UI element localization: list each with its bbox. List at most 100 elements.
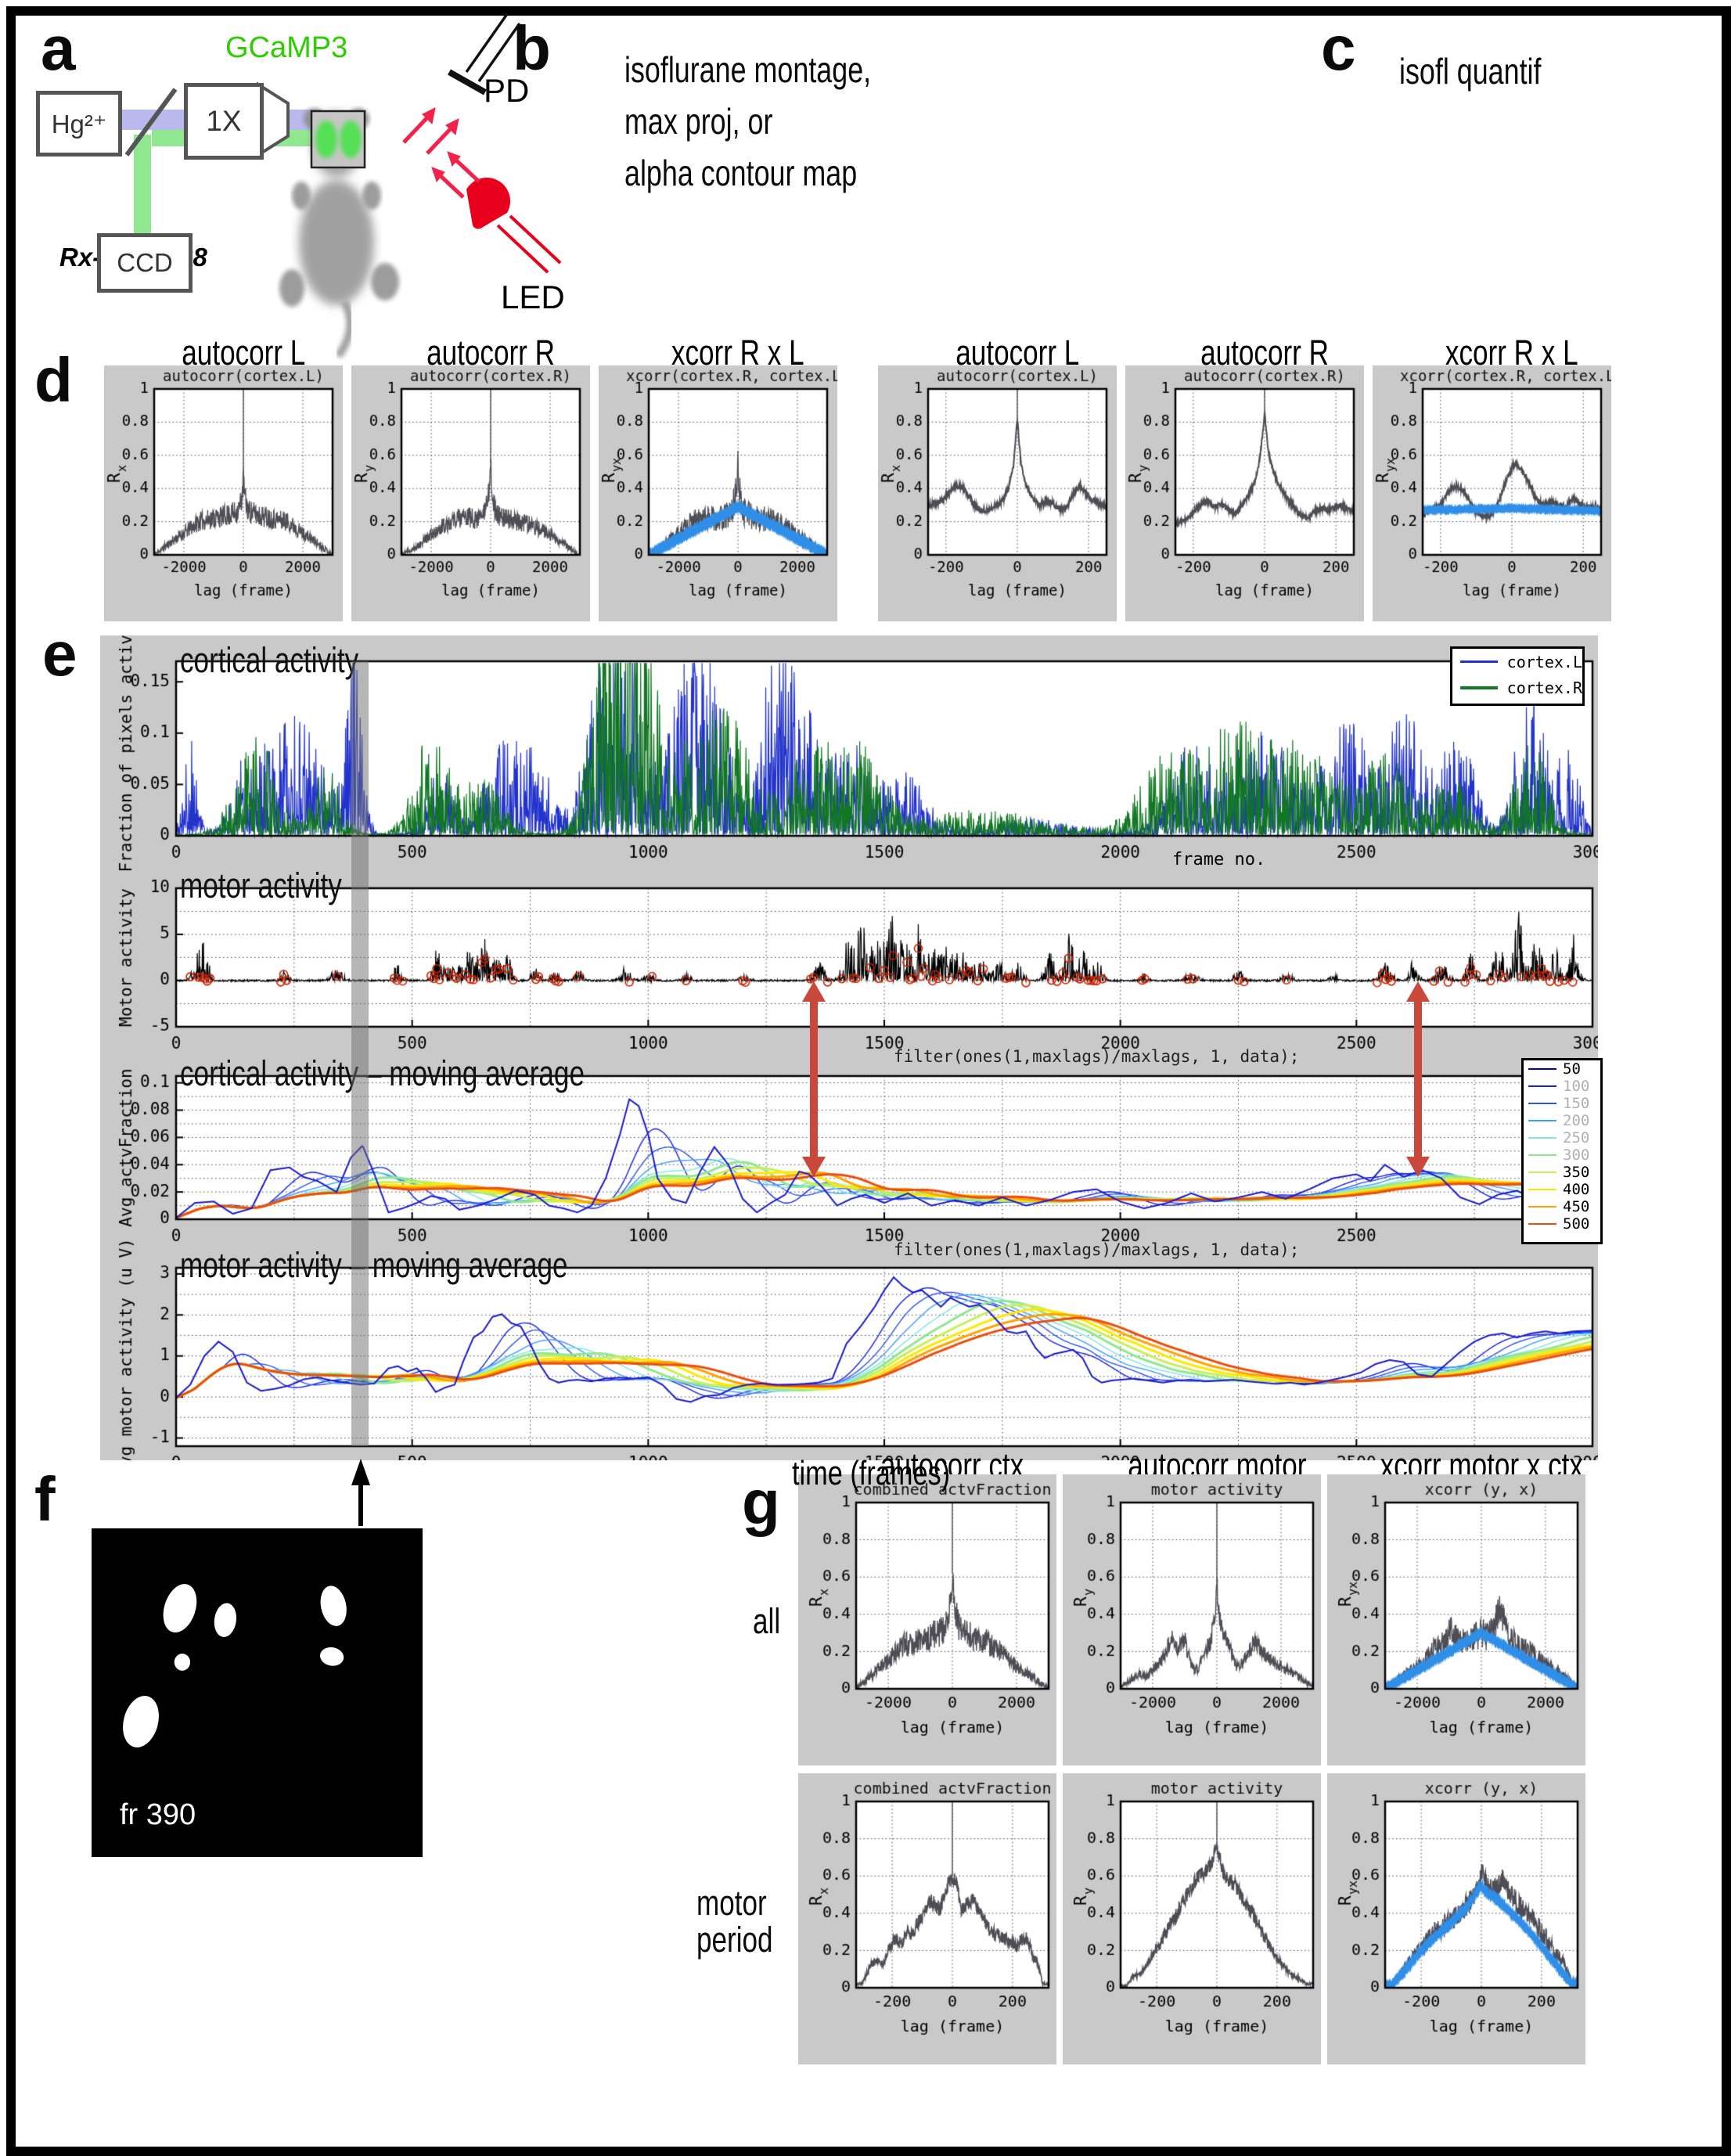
title-text: motor activity [180,866,342,905]
autocorr-ctx-motor-period-plot [798,1773,1056,2064]
window-line-swatch [1528,1137,1556,1139]
d-title-xcorr-wide: xcorr R x L [621,335,855,370]
cortexL-label: cortex.L [1506,652,1582,671]
led-light-arrows [431,151,480,199]
window-label: 500 [1563,1215,1590,1233]
xcorr-RxL-zoom-plot [1373,365,1611,621]
cortical-activity-title: cortical activity [180,640,409,681]
window-label: 100 [1563,1078,1590,1095]
title-text: xcorr R x L [1445,333,1578,373]
mercury-lamp-box: Hg²⁺ [36,91,122,157]
panel-label-d: d [34,345,73,415]
legend-entry-cortexL: cortex.L [1452,649,1582,675]
figure-border [6,6,1731,2156]
plot-tile [798,1773,1056,2064]
title-text: autocorr L [955,333,1080,373]
title-text: cortical activity – moving average [180,1053,585,1093]
title-text: motor activity – moving average [180,1245,568,1285]
panel-label-b: b [513,13,551,83]
frame-390-highlight-band [351,661,369,1446]
plot-tile [798,1474,1056,1765]
panel-b-text-line3: alpha contour map [624,155,923,191]
mercury-lamp-label: Hg²⁺ [51,109,107,139]
window-line-swatch [1528,1223,1556,1225]
cortex-legend: cortex.L cortex.R [1450,646,1585,706]
title-text: autocorr L [181,333,306,373]
window-line-swatch [1528,1154,1556,1156]
d-title-autocorr-R-zoom: autocorr R [1147,335,1382,370]
panel-b-text-line1: isoflurane montage, [624,52,941,88]
pd-label: PD [484,72,530,109]
legend-entry-cortexR: cortex.R [1452,675,1582,700]
plot-tile [878,365,1117,621]
row-label-text: all [753,1601,781,1641]
autocorr-ctx-all-plot [798,1474,1056,1765]
cortical-ma-title: cortical activity – moving average [180,1053,699,1094]
g-row-label-all: all [753,1601,788,1641]
panel-label-c: c [1321,13,1356,83]
panel-b-text-line2: max proj, or [624,103,815,139]
g-row-label-motor-period: motor period [696,1884,806,1959]
window-line-swatch [1528,1189,1556,1190]
plot-tile [104,365,343,621]
plot-tile [1327,1773,1585,2064]
plot-tile [1063,1773,1321,2064]
objective-label: 1X [206,105,242,137]
window-line-swatch [1528,1172,1556,1173]
plot-tile [1373,365,1611,621]
xcorr-motor-ctx-all-plot [1327,1474,1585,1765]
motor-cortical-link-arrow-1 [801,981,826,1177]
title-text: autocorr R [1200,333,1329,373]
motor-cortical-link-arrow-2 [1405,981,1430,1177]
d-title-xcorr-zoom: xcorr R x L [1395,335,1629,370]
plot-tile [599,365,837,621]
activity-timeseries-plots [100,635,1598,1460]
autocorr-R-wide-plot [351,365,590,621]
panel-b-line3: alpha contour map [624,153,858,193]
beamsplitter [124,88,178,157]
title-text: autocorr R [426,333,555,373]
window-label: 150 [1563,1095,1590,1112]
ccd-camera-box: CCD [97,233,193,293]
window-label: 50 [1563,1060,1581,1078]
time-frames-axis-label: time (frames) [792,1454,995,1493]
objective-box: 1X [184,83,264,160]
motor-activity-title: motor activity [180,866,387,906]
window-line-swatch [1528,1103,1556,1104]
autocorr-motor-all-plot [1063,1474,1321,1765]
legend-entry: 350 [1524,1164,1600,1181]
autocorr-L-zoom-plot [878,365,1117,621]
frame-pointer-arrow [351,1459,370,1526]
active-blob [123,1696,159,1747]
led-icon [466,177,562,274]
legend-entry: 50 [1524,1060,1600,1078]
legend-entry: 300 [1524,1146,1600,1164]
active-blob [320,1586,347,1626]
window-label: 300 [1563,1146,1590,1164]
led-label: LED [501,279,565,315]
window-label: 250 [1563,1129,1590,1146]
legend-entry: 150 [1524,1095,1600,1112]
panel-b-line1: isoflurane montage, [624,49,872,90]
photodiode-icon [448,13,521,95]
window-line-swatch [1528,1206,1556,1208]
title-text: cortical activity [180,640,359,680]
legend-entry: 100 [1524,1078,1600,1095]
motor-ma-title: motor activity – moving average [180,1245,677,1286]
panel-label-a: a [41,13,76,83]
panel-label-g: g [742,1467,780,1537]
plot-tile [1063,1474,1321,1765]
legend-entry: 500 [1524,1215,1600,1233]
reflected-light-arrows-pd [402,107,459,155]
d-title-autocorr-R-wide: autocorr R [373,335,608,370]
gcamp3-label: GCaMP3 [225,31,348,64]
legend-entry: 400 [1524,1181,1600,1198]
autocorr-L-wide-plot [104,365,343,621]
d-title-autocorr-L-wide: autocorr L [126,335,361,370]
panel-label-e: e [42,619,77,689]
legend-entry: 200 [1524,1112,1600,1129]
panel-e-background [100,635,1598,1460]
emission-beam-to-ccd [134,135,151,238]
frame-number-label: fr 390 [120,1798,196,1831]
cortexL-line-swatch [1460,660,1498,663]
